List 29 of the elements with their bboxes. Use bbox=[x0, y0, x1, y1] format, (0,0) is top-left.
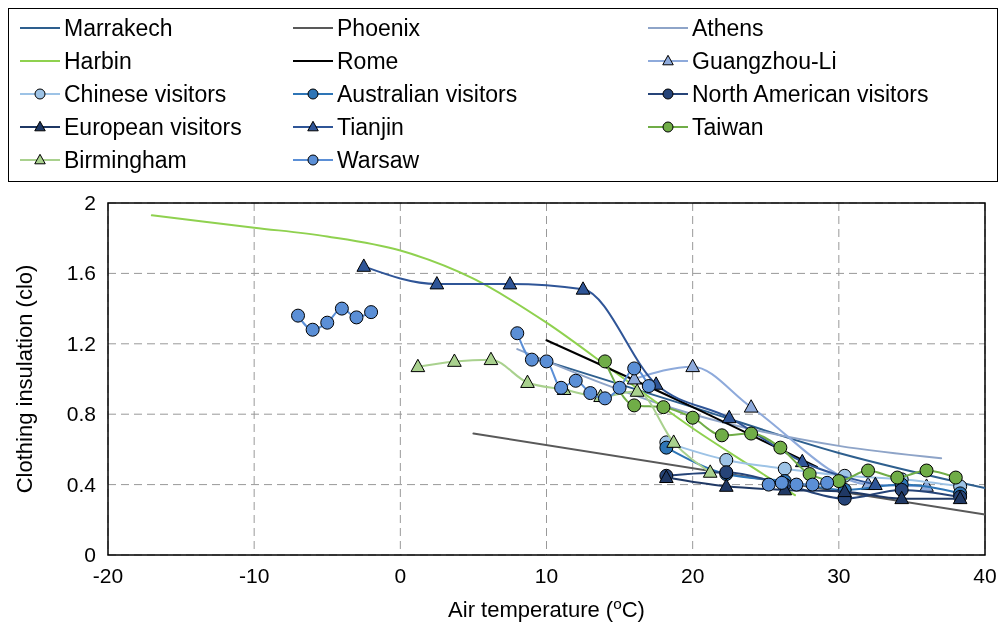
legend-label: Taiwan bbox=[692, 114, 764, 140]
x-tick-label: 30 bbox=[827, 564, 851, 587]
y-axis-title: Clothing insulation (clo) bbox=[12, 264, 37, 494]
x-tick-label: 0 bbox=[394, 564, 407, 587]
x-axis-title: Air temperature ($^{o}$C) bbox=[448, 594, 645, 622]
legend-label: Rome bbox=[337, 48, 399, 74]
x-tick-label: 10 bbox=[534, 564, 559, 587]
legend-label: Athens bbox=[692, 15, 764, 41]
legend-label: Marrakech bbox=[64, 15, 173, 41]
legend-label: Warsaw bbox=[337, 147, 420, 173]
legend-label: Chinese visitors bbox=[64, 81, 227, 107]
x-tick-label: 20 bbox=[680, 564, 705, 587]
x-tick-label: -20 bbox=[92, 564, 124, 587]
y-tick-label: 0.4 bbox=[66, 472, 97, 496]
legend-label: Phoenix bbox=[337, 15, 421, 41]
legend-label: Australian visitors bbox=[337, 81, 518, 107]
y-tick-label: 2 bbox=[84, 191, 96, 214]
legend-label: Tianjin bbox=[337, 114, 404, 140]
x-tick-label: 40 bbox=[973, 564, 997, 587]
y-tick-label: 0 bbox=[84, 543, 96, 566]
y-tick-label: 1.2 bbox=[66, 331, 96, 355]
legend-label: North American visitors bbox=[692, 81, 929, 107]
legend-label: Harbin bbox=[64, 48, 132, 74]
x-tick-label: -10 bbox=[238, 564, 270, 587]
legend-label: Birmingham bbox=[64, 147, 187, 173]
legend-label: European visitors bbox=[64, 114, 242, 140]
legend-label: Guangzhou-Li bbox=[692, 48, 837, 74]
y-tick-label: 1.6 bbox=[66, 261, 96, 285]
y-tick-label: 0.8 bbox=[66, 402, 96, 426]
